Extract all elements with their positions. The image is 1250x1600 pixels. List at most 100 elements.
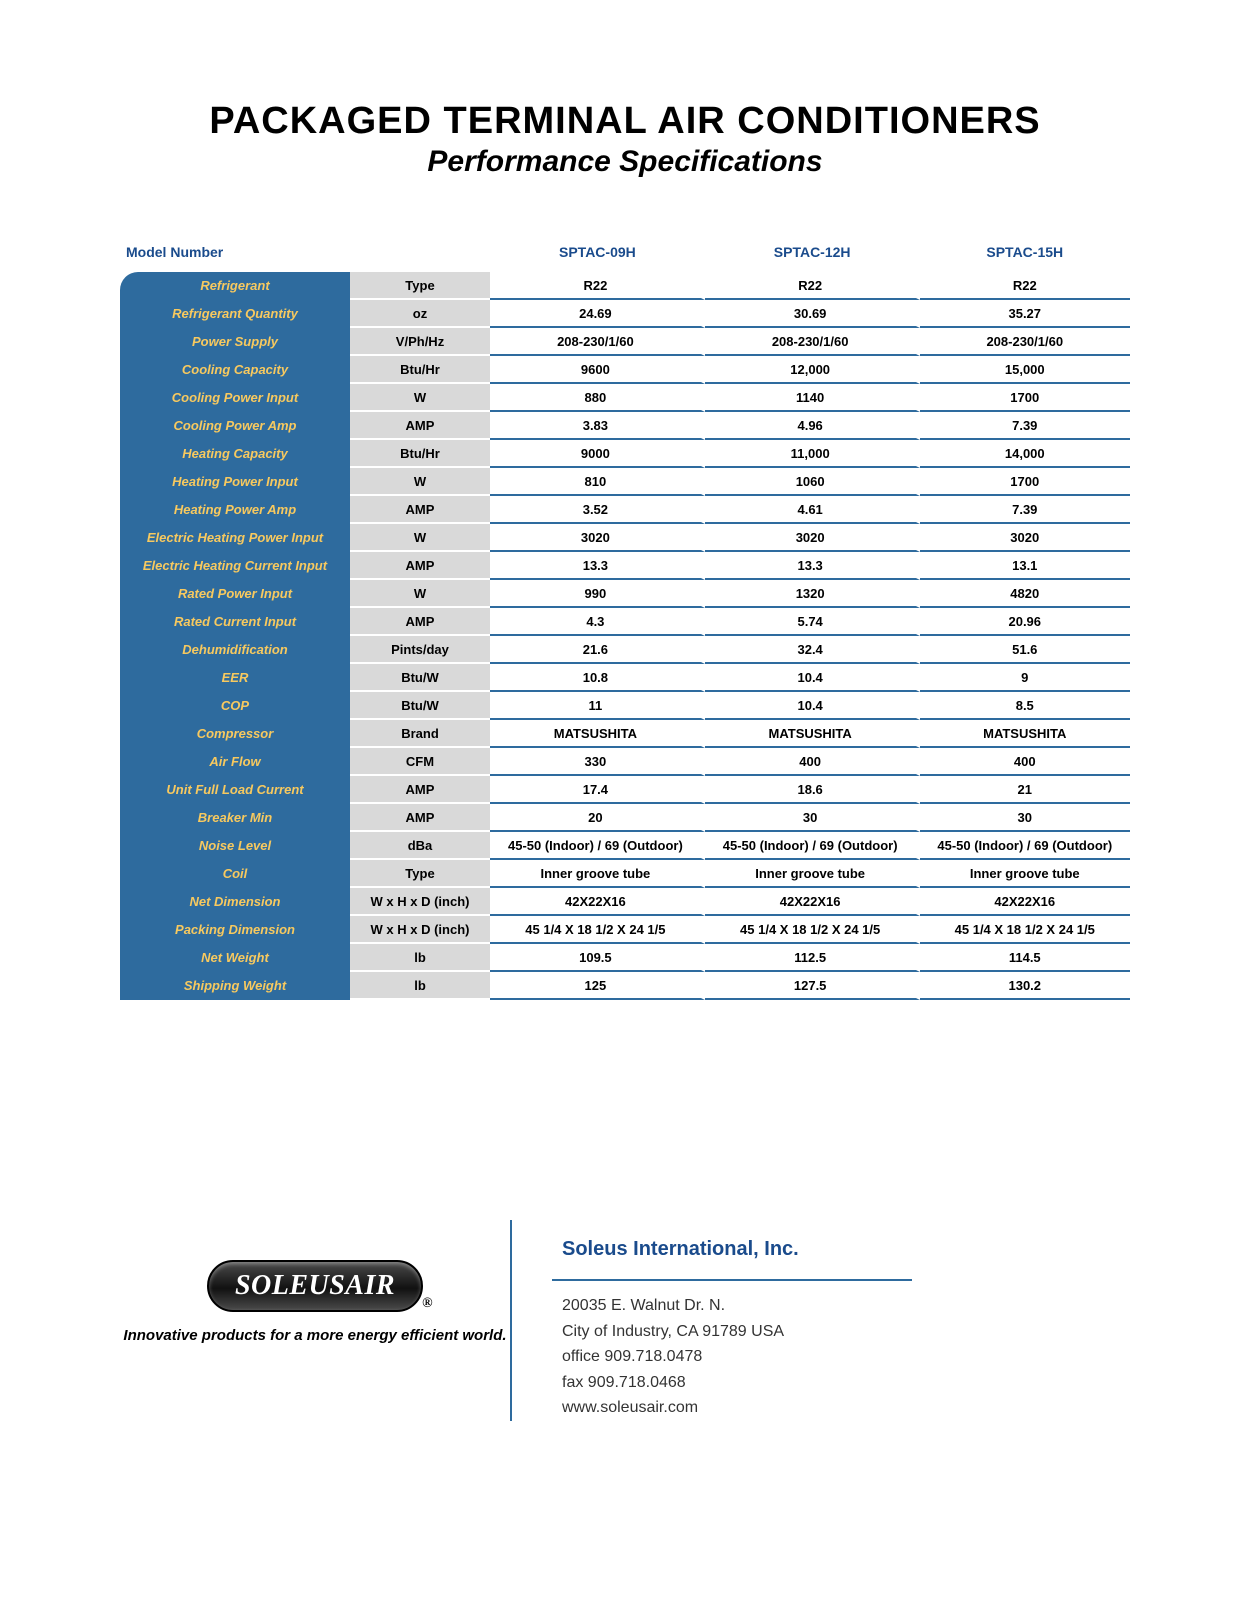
table-row: CoilTypeInner groove tubeInner groove tu… (120, 860, 1130, 888)
table-row: Heating Power AmpAMP3.524.617.39 (120, 496, 1130, 524)
row-value: 30.69 (705, 300, 920, 328)
row-unit: lb (350, 944, 490, 972)
row-value: 109.5 (490, 944, 705, 972)
logo-text: SOLEUSAIR (235, 1270, 395, 1301)
row-unit: AMP (350, 496, 490, 524)
row-label: Refrigerant (120, 272, 350, 300)
row-value: 45 1/4 X 18 1/2 X 24 1/5 (705, 916, 920, 944)
row-value: 330 (490, 748, 705, 776)
row-value: 35.27 (920, 300, 1130, 328)
row-label: Heating Capacity (120, 440, 350, 468)
footer-left: SOLEUSAIR ® Innovative products for a mo… (120, 1220, 510, 1421)
trademark-icon: ® (422, 1296, 433, 1312)
row-value: 3.83 (490, 412, 705, 440)
row-value: 7.39 (920, 496, 1130, 524)
row-value: 4.96 (705, 412, 920, 440)
row-unit: W x H x D (inch) (350, 888, 490, 916)
row-label: Noise Level (120, 832, 350, 860)
table-row: Electric Heating Current InputAMP13.313.… (120, 552, 1130, 580)
row-value: 12,000 (705, 356, 920, 384)
row-value: 24.69 (490, 300, 705, 328)
sub-title: Performance Specifications (120, 145, 1130, 179)
footer: SOLEUSAIR ® Innovative products for a mo… (120, 1220, 1130, 1421)
row-value: 30 (920, 804, 1130, 832)
row-label: Rated Current Input (120, 608, 350, 636)
row-label: Breaker Min (120, 804, 350, 832)
row-unit: Brand (350, 720, 490, 748)
row-value: 810 (490, 468, 705, 496)
row-value: 30 (705, 804, 920, 832)
row-label: Shipping Weight (120, 972, 350, 1000)
row-value: 3020 (705, 524, 920, 552)
tagline: Innovative products for a more energy ef… (120, 1326, 510, 1346)
row-value: 15,000 (920, 356, 1130, 384)
row-unit: W (350, 384, 490, 412)
table-row: Cooling Power InputW88011401700 (120, 384, 1130, 412)
row-value: 114.5 (920, 944, 1130, 972)
row-value: 21 (920, 776, 1130, 804)
row-value: 14,000 (920, 440, 1130, 468)
table-row: Air FlowCFM330400400 (120, 748, 1130, 776)
row-value: 18.6 (705, 776, 920, 804)
model-col-0: SPTAC-09H (490, 239, 705, 272)
row-label: Power Supply (120, 328, 350, 356)
row-label: Dehumidification (120, 636, 350, 664)
unit-header (350, 239, 490, 272)
row-value: 208-230/1/60 (705, 328, 920, 356)
row-unit: Pints/day (350, 636, 490, 664)
row-value: Inner groove tube (705, 860, 920, 888)
row-value: 400 (920, 748, 1130, 776)
row-value: 127.5 (705, 972, 920, 1000)
row-value: R22 (920, 272, 1130, 300)
row-unit: W (350, 524, 490, 552)
row-label: Heating Power Amp (120, 496, 350, 524)
row-value: 990 (490, 580, 705, 608)
table-row: EERBtu/W10.810.49 (120, 664, 1130, 692)
row-label: Air Flow (120, 748, 350, 776)
spec-table: Model Number SPTAC-09H SPTAC-12H SPTAC-1… (120, 239, 1130, 1000)
table-row: Rated Power InputW99013204820 (120, 580, 1130, 608)
row-value: 9600 (490, 356, 705, 384)
row-value: 42X22X16 (490, 888, 705, 916)
footer-right: Soleus International, Inc. 20035 E. Waln… (510, 1220, 1130, 1421)
row-label: Cooling Power Amp (120, 412, 350, 440)
row-value: 1700 (920, 384, 1130, 412)
row-value: 130.2 (920, 972, 1130, 1000)
row-unit: Type (350, 860, 490, 888)
row-unit: AMP (350, 804, 490, 832)
row-unit: CFM (350, 748, 490, 776)
row-unit: V/Ph/Hz (350, 328, 490, 356)
row-unit: Btu/W (350, 664, 490, 692)
row-label: Rated Power Input (120, 580, 350, 608)
row-label: Unit Full Load Current (120, 776, 350, 804)
model-col-1: SPTAC-12H (705, 239, 920, 272)
table-row: Refrigerant Quantityoz24.6930.6935.27 (120, 300, 1130, 328)
row-label: Net Weight (120, 944, 350, 972)
row-unit: AMP (350, 552, 490, 580)
table-row: Noise LeveldBa45-50 (Indoor) / 69 (Outdo… (120, 832, 1130, 860)
row-value: 10.8 (490, 664, 705, 692)
table-row: Rated Current InputAMP4.35.7420.96 (120, 608, 1130, 636)
row-unit: AMP (350, 776, 490, 804)
row-value: 1060 (705, 468, 920, 496)
row-value: 400 (705, 748, 920, 776)
row-label: EER (120, 664, 350, 692)
company-address: 20035 E. Walnut Dr. N. City of Industry,… (552, 1279, 912, 1421)
row-value: 13.3 (705, 552, 920, 580)
row-value: 45-50 (Indoor) / 69 (Outdoor) (705, 832, 920, 860)
row-value: 3020 (490, 524, 705, 552)
row-value: 3020 (920, 524, 1130, 552)
table-row: COPBtu/W1110.48.5 (120, 692, 1130, 720)
row-label: COP (120, 692, 350, 720)
row-value: Inner groove tube (490, 860, 705, 888)
row-value: R22 (490, 272, 705, 300)
row-value: 4.61 (705, 496, 920, 524)
row-value: 112.5 (705, 944, 920, 972)
row-value: MATSUSHITA (705, 720, 920, 748)
row-value: Inner groove tube (920, 860, 1130, 888)
table-row: Cooling CapacityBtu/Hr960012,00015,000 (120, 356, 1130, 384)
row-value: 1700 (920, 468, 1130, 496)
addr-line-1: 20035 E. Walnut Dr. N. (562, 1293, 912, 1319)
row-unit: W (350, 468, 490, 496)
row-unit: W x H x D (inch) (350, 916, 490, 944)
